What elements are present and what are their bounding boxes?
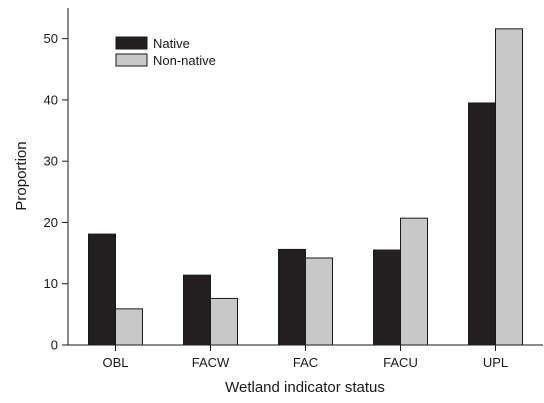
bar-native-facu <box>373 249 401 346</box>
y-tick-label-0: 0 <box>51 338 58 353</box>
legend-swatch-native <box>115 36 148 50</box>
x-ticks-group: OBL FACW FAC FACU UPL <box>102 345 508 370</box>
x-tick-label-obl: OBL <box>102 355 128 370</box>
x-tick-label-facu: FACU <box>383 355 418 370</box>
x-tick-label-facw: FACW <box>192 355 230 370</box>
bar-native-obl <box>88 233 116 346</box>
bar-non-native-obl <box>115 308 143 346</box>
bar-non-native-facw <box>210 297 238 346</box>
y-ticks-group: 0 10 20 30 40 50 <box>44 31 68 353</box>
x-tick-label-fac: FAC <box>293 355 318 370</box>
y-tick-label-30: 30 <box>44 154 58 169</box>
x-axis-title: Wetland indicator status <box>225 379 385 396</box>
bar-non-native-upl <box>495 28 523 346</box>
legend-swatch-non-native <box>115 53 148 67</box>
bars-group <box>88 28 523 346</box>
bar-native-fac <box>278 248 306 346</box>
y-axis-title: Proportion <box>13 141 30 210</box>
bar-non-native-facu <box>400 217 428 346</box>
bar-native-upl <box>468 102 496 346</box>
legend-label-non-native: Non-native <box>153 53 216 68</box>
x-tick-label-upl: UPL <box>483 355 508 370</box>
legend: Native Non-native <box>115 36 216 68</box>
legend-label-native: Native <box>153 36 190 51</box>
y-tick-label-20: 20 <box>44 215 58 230</box>
y-tick-label-50: 50 <box>44 31 58 46</box>
y-tick-label-10: 10 <box>44 276 58 291</box>
bar-native-facw <box>183 274 211 346</box>
bar-non-native-fac <box>305 257 333 346</box>
y-tick-label-40: 40 <box>44 92 58 107</box>
